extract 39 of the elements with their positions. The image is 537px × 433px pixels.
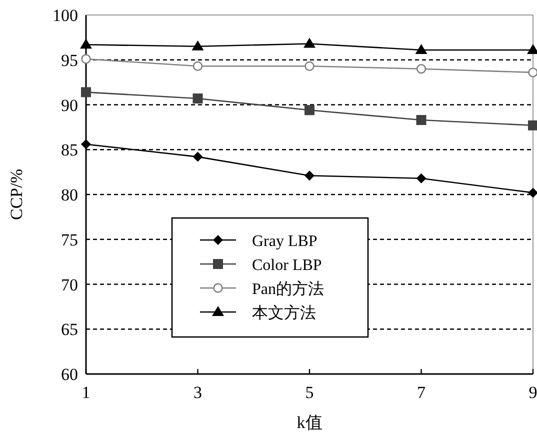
- y-tick-label: 65: [61, 320, 78, 340]
- point: [416, 115, 426, 126]
- y-tick-label: 70: [61, 275, 78, 294]
- y-tick-label: 95: [61, 50, 78, 70]
- point: [415, 44, 428, 54]
- point: [192, 61, 203, 72]
- y-tick-label: 80: [61, 186, 78, 204]
- y-tick-label: 60: [61, 365, 78, 384]
- x-tick-label: 9: [528, 383, 537, 402]
- point: [81, 87, 91, 98]
- x-tick-label: 7: [417, 383, 426, 402]
- point: [528, 188, 537, 198]
- x-tick-label: 5: [305, 383, 314, 402]
- point: [192, 152, 203, 162]
- x-tick-label: 3: [194, 383, 202, 402]
- point: [528, 68, 537, 78]
- y-tick-label: 85: [61, 140, 78, 160]
- point: [416, 173, 426, 184]
- point: [304, 61, 314, 72]
- point: [192, 40, 204, 50]
- y-tick-label: 75: [61, 230, 78, 250]
- legend-label: Pan的方法: [252, 280, 324, 298]
- legend-label: Gray LBP: [252, 233, 318, 250]
- legend-label: Color LBP: [252, 257, 322, 274]
- y-tick-label: 90: [61, 96, 78, 115]
- point: [192, 93, 203, 104]
- point: [416, 64, 426, 74]
- point: [81, 54, 91, 64]
- y-tick-label: 100: [52, 6, 78, 25]
- x-axis-title: k值: [296, 413, 322, 432]
- point: [304, 105, 314, 116]
- point: [304, 170, 314, 181]
- point: [528, 120, 537, 130]
- point: [304, 38, 316, 48]
- point: [80, 38, 92, 49]
- x-tick-label: 1: [82, 383, 90, 402]
- point: [81, 139, 91, 150]
- legend-label: 本文方法: [252, 304, 316, 322]
- y-axis-title: CCP/%: [7, 168, 26, 220]
